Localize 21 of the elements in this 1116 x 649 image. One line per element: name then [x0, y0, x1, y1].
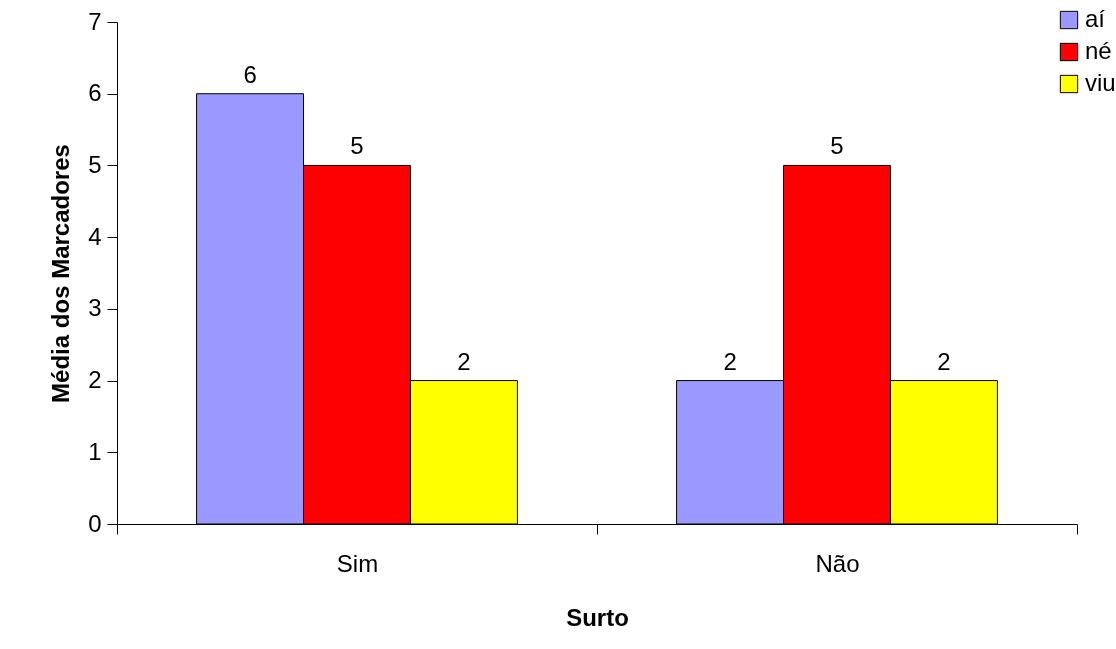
y-tick-label: 7: [88, 7, 102, 35]
y-tick-label: 6: [88, 79, 102, 107]
y-tick-label: 1: [88, 437, 102, 465]
legend-label: né: [1085, 37, 1112, 64]
y-tick-label: 3: [88, 294, 102, 322]
x-tick-label: Sim: [336, 549, 379, 577]
x-axis-title: Surto: [566, 603, 629, 631]
legend-label: viu: [1085, 69, 1116, 96]
legend-label: aí: [1085, 5, 1106, 32]
y-tick-label: 5: [88, 150, 102, 178]
data-label: 2: [723, 347, 737, 375]
y-tick-label: 0: [88, 509, 102, 537]
y-axis-title: Média dos Marcadores: [47, 144, 75, 403]
data-label: 2: [457, 347, 471, 375]
x-tick-label: Não: [815, 549, 860, 577]
data-label: 6: [243, 60, 257, 88]
y-tick-label: 2: [88, 366, 102, 394]
data-label: 5: [350, 132, 364, 160]
data-label: 2: [937, 347, 951, 375]
y-tick-label: 4: [88, 222, 102, 250]
data-label: 5: [830, 132, 844, 160]
